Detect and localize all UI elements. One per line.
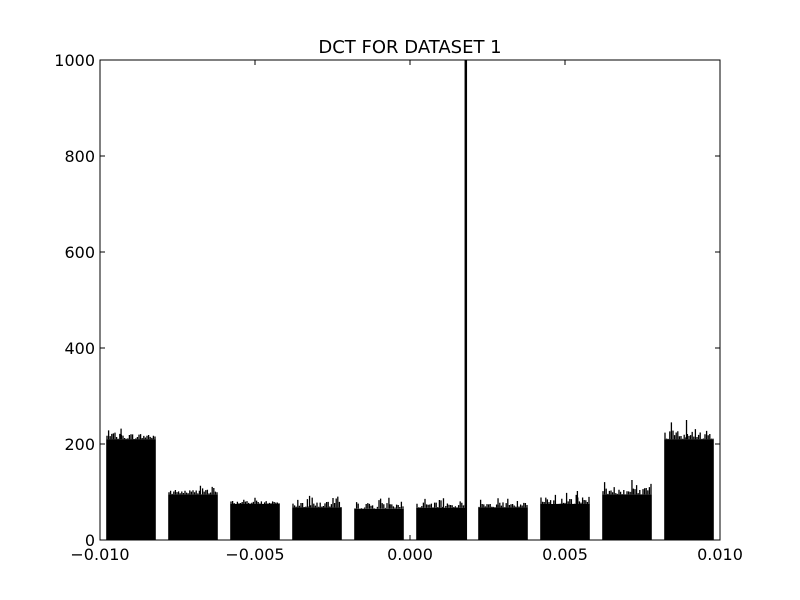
- y-tick-label: 400: [64, 339, 95, 358]
- bar-group-2: [230, 497, 280, 540]
- x-tick-labels: −0.010 −0.005 0.000 0.005 0.010: [70, 545, 743, 564]
- bar-tops: [106, 428, 156, 440]
- bar-block: [540, 504, 590, 540]
- bar-tops: [540, 491, 590, 504]
- bar-group-8: [602, 480, 652, 540]
- y-tick-labels: 0 200 400 600 800 1000: [54, 51, 95, 550]
- x-tick-label: −0.010: [70, 545, 129, 564]
- bar-block: [664, 439, 714, 540]
- y-tick-label: 0: [85, 531, 95, 550]
- bar-block: [168, 494, 218, 540]
- x-tick-label: 0.000: [387, 545, 433, 564]
- bar-group-7: [540, 491, 590, 540]
- chart-title: DCT FOR DATASET 1: [318, 37, 501, 58]
- bar-block: [292, 507, 342, 540]
- bar-block: [106, 439, 156, 540]
- x-tick-label: −0.005: [225, 545, 284, 564]
- bar-block: [478, 507, 528, 540]
- bars-layer: [106, 420, 714, 540]
- x-tick-label: 0.010: [697, 545, 743, 564]
- bar-group-1: [168, 485, 218, 540]
- x-tick-label: 0.005: [542, 545, 588, 564]
- bar-group-6: [478, 498, 528, 540]
- plot-frame: [99, 59, 721, 541]
- bar-tops: [478, 498, 528, 508]
- bar-group-9: [664, 420, 714, 540]
- y-tick-label: 600: [64, 243, 95, 262]
- bar-block: [416, 507, 466, 540]
- y-tick-label: 200: [64, 435, 95, 454]
- bar-group-0: [106, 428, 156, 540]
- bar-tops: [416, 498, 466, 508]
- bar-tops: [664, 420, 714, 440]
- bar-tops: [230, 497, 280, 504]
- bar-tops: [168, 485, 218, 495]
- ticks-layer: [99, 59, 721, 541]
- bar-block: [354, 508, 404, 540]
- bar-tops: [354, 497, 404, 509]
- bar-tops: [602, 480, 652, 495]
- y-tick-label: 1000: [54, 51, 95, 70]
- y-tick-label: 800: [64, 147, 95, 166]
- bar-block: [602, 494, 652, 540]
- bar-group-4: [354, 497, 404, 540]
- bar-block: [230, 504, 280, 540]
- bar-group-5: [416, 498, 466, 540]
- bar-tops: [292, 495, 342, 508]
- bar-group-3: [292, 495, 342, 540]
